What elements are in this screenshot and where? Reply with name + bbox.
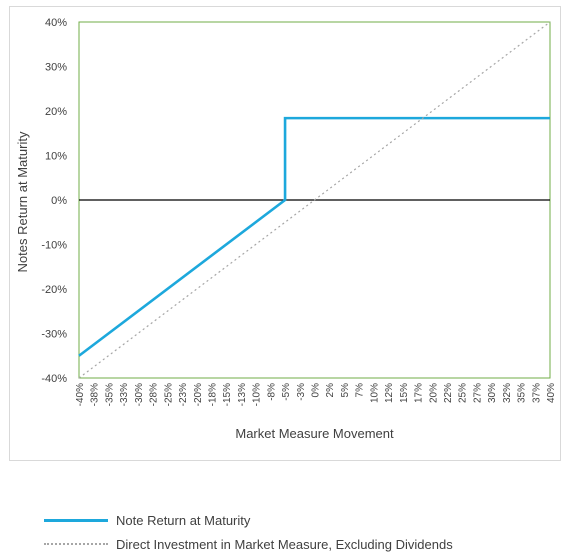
y-tick-label: 30% xyxy=(45,62,67,74)
x-tick-label: 25% xyxy=(458,383,469,403)
chart-frame xyxy=(9,6,561,461)
x-tick-label: -33% xyxy=(119,383,130,406)
chart: -40%-30%-20%-10%0%10%20%30%40%-40% -38% -3… xyxy=(15,17,557,441)
x-tick-label: 35% xyxy=(517,383,528,403)
x-tick-label: 2% xyxy=(325,383,336,398)
x-tick-label: 17% xyxy=(414,383,425,403)
legend-item-direct-investment: Direct Investment in Market Measure, Exc… xyxy=(44,533,453,555)
legend-item-note-return: Note Return at Maturity xyxy=(44,509,453,531)
x-tick-label: 30% xyxy=(487,383,498,403)
x-tick-label: -35% xyxy=(104,383,115,406)
y-tick-label: 10% xyxy=(45,151,67,163)
x-tick-label: 32% xyxy=(502,383,513,403)
y-tick-label: 20% xyxy=(45,106,67,118)
y-tick-label: -40% xyxy=(41,373,67,385)
x-tick-label: 15% xyxy=(399,383,410,403)
x-tick-label: -8% xyxy=(266,383,277,401)
x-tick-label: -10% xyxy=(252,383,263,406)
x-tick-label: 7% xyxy=(355,383,366,398)
legend: Note Return at Maturity Direct Investmen… xyxy=(44,509,453,557)
x-tick-label: 22% xyxy=(443,383,454,403)
y-tick-label: -10% xyxy=(41,240,67,252)
legend-label-note-return: Note Return at Maturity xyxy=(116,512,251,528)
x-tick-label: -15% xyxy=(222,383,233,406)
x-tick-label: -28% xyxy=(149,383,160,406)
legend-swatch-solid xyxy=(44,518,108,522)
legend-swatch-dotted xyxy=(44,543,108,545)
x-tick-label: -20% xyxy=(193,383,204,406)
x-tick-label: -30% xyxy=(134,383,145,406)
y-tick-label: -30% xyxy=(41,329,67,341)
x-axis-title: Market Measure Movement xyxy=(235,426,394,441)
x-tick-label: 40% xyxy=(546,383,557,403)
x-tick-label: -38% xyxy=(90,383,101,406)
x-tick-label: 37% xyxy=(531,383,542,403)
y-tick-label: 40% xyxy=(45,17,67,29)
x-tick-label: -23% xyxy=(178,383,189,406)
x-tick-label: 20% xyxy=(428,383,439,403)
x-tick-label: 10% xyxy=(369,383,380,403)
series-line-note-return xyxy=(78,116,550,357)
legend-label-direct-investment: Direct Investment in Market Measure, Exc… xyxy=(116,536,453,552)
x-tick-label: -5% xyxy=(281,383,292,401)
x-tick-label: 27% xyxy=(472,383,483,403)
y-tick-label: 0% xyxy=(51,195,67,207)
x-tick-label: 12% xyxy=(384,383,395,403)
x-tick-label: -13% xyxy=(237,383,248,406)
x-tick-label: -40% xyxy=(75,383,86,406)
series-line-direct-investment xyxy=(78,21,551,379)
x-tick-label: 0% xyxy=(311,383,322,398)
x-tick-label: -18% xyxy=(207,383,218,406)
y-tick-label: -20% xyxy=(41,284,67,296)
x-tick-label: -3% xyxy=(296,383,307,401)
x-tick-label: -25% xyxy=(163,383,174,406)
y-axis-title: Notes Return at Maturity xyxy=(15,131,30,272)
x-tick-label: 5% xyxy=(340,383,351,398)
